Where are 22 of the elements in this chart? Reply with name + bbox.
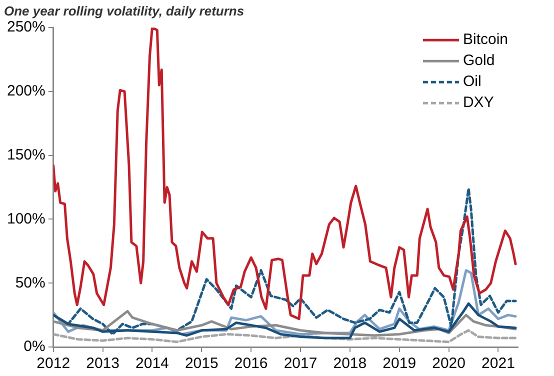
x-tick-label: 2016 — [234, 355, 268, 372]
x-tick-label: 2017 — [284, 355, 318, 372]
x-tick-label: 2014 — [136, 355, 169, 372]
x-tick-label: 2020 — [432, 355, 466, 372]
legend-label: Oil — [462, 73, 482, 90]
chart-title: One year rolling volatility, daily returns — [4, 3, 244, 18]
y-tick-label: 100% — [6, 210, 46, 228]
x-tick-label: 2018 — [333, 355, 367, 372]
legend-label: Gold — [462, 52, 495, 70]
y-tick-label: 150% — [6, 146, 46, 164]
x-tick-label: 2021 — [482, 355, 515, 372]
y-tick-label: 0% — [24, 338, 46, 356]
x-tick-label: 2015 — [184, 355, 218, 372]
y-tick-label: 250% — [6, 18, 46, 36]
x-tick-label: 2013 — [86, 355, 120, 372]
line-series — [53, 329, 517, 344]
legend-label: Bitcoin — [462, 31, 508, 48]
x-tick-label: 2012 — [36, 355, 70, 372]
y-tick-label: 200% — [6, 82, 46, 100]
legend-label: DXY — [462, 94, 494, 112]
x-tick-label: 2019 — [382, 355, 416, 372]
y-tick-label: 50% — [15, 274, 46, 292]
